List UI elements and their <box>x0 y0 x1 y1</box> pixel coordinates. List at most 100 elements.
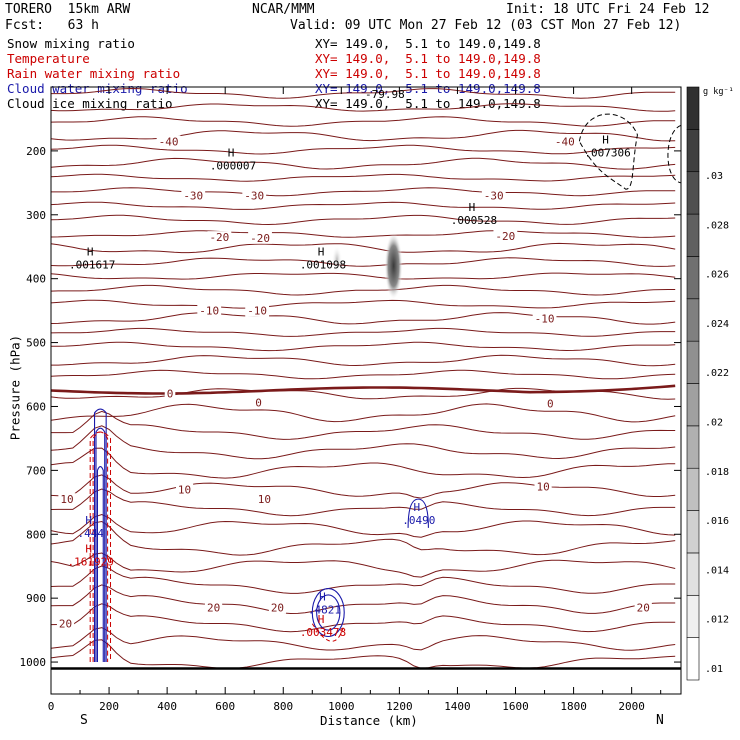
isotherm-label-bg <box>181 189 206 202</box>
legend-xy-temperature: XY= 149.0, 5.1 to 149.0,149.8 <box>315 51 541 66</box>
y-tick-label: 800 <box>26 528 46 541</box>
isotherm-label: 20 <box>637 602 650 615</box>
isotherm-label: -40 <box>555 135 575 148</box>
legend-label-cloud-ice: Cloud ice mixing ratio <box>7 96 173 111</box>
rain-contour <box>92 431 109 663</box>
isotherm-label-bg <box>164 387 176 400</box>
isotherm-line <box>51 284 676 296</box>
maximum-value-label: .000007 <box>210 159 256 172</box>
isotherm-label: 20 <box>59 618 72 631</box>
cloud-water-contour <box>407 498 429 528</box>
maximum-value-label: .003478 <box>300 626 346 639</box>
isotherm-line <box>51 341 676 352</box>
maximum-marker: H <box>228 146 235 159</box>
legend-xy-cloud-ice: XY= 149.0, 5.1 to 149.0,149.8 <box>315 96 541 111</box>
init-time: Init: 18 UTC Fri 24 Feb 12 <box>506 2 710 17</box>
maximum-value-label: .007306 <box>584 147 630 160</box>
isotherm-line <box>51 230 676 238</box>
colorbar-swatch <box>686 637 700 681</box>
isotherm-label: -10 <box>199 305 219 318</box>
x-tick-label: 400 <box>157 700 177 713</box>
maximum-marker: H <box>87 246 94 259</box>
isotherm-line <box>51 272 676 280</box>
x-tick-label: 1000 <box>328 700 355 713</box>
maximum-marker: H <box>85 514 92 527</box>
y-tick-label: 900 <box>26 592 46 605</box>
colorbar-tick-label: .024 <box>705 319 729 330</box>
isotherm-line <box>51 369 676 380</box>
isotherm-line <box>51 584 676 615</box>
colorbar-tick-label: .028 <box>705 220 729 231</box>
isotherm-label: 0 <box>547 397 554 410</box>
colorbar-swatch <box>686 171 700 215</box>
isotherm-label: -40 <box>159 135 179 148</box>
plot-clip-group: -40 -40 -30 -30 -30 -20 -20 -20 -10 -10 -10 0 0 0 10 10… <box>51 87 681 670</box>
colorbar-swatch <box>686 594 700 638</box>
isotherm-label-bg <box>207 231 232 244</box>
zero-isotherm <box>51 384 676 395</box>
x-tick-label: 800 <box>273 700 293 713</box>
isotherm-line <box>51 201 676 210</box>
x-tick-label: 0 <box>48 700 55 713</box>
isotherm-label: 20 <box>271 602 284 615</box>
isotherm-label: -10 <box>247 305 267 318</box>
rain-contour <box>311 623 345 642</box>
legend-xy-rain: XY= 149.0, 5.1 to 149.0,149.8 <box>315 66 541 81</box>
isotherm-line <box>51 639 676 669</box>
colorbar-tick-label: .018 <box>705 467 729 478</box>
cloud-water-contour <box>316 594 341 631</box>
maximum-marker: H <box>318 613 325 626</box>
legend-label-rain: Rain water mixing ratio <box>7 66 181 81</box>
isotherm-line <box>51 214 676 226</box>
isotherm-line <box>51 312 676 325</box>
maximum-marker: H <box>85 543 92 556</box>
isotherm-line <box>51 474 676 499</box>
isotherm-line <box>51 129 676 142</box>
cloud-ice-contour <box>578 113 638 190</box>
colorbar-tick-label: .03 <box>705 171 723 182</box>
isotherm-label-bg <box>534 480 552 493</box>
x-tick-label: 200 <box>99 700 119 713</box>
isotherm-line <box>51 87 676 99</box>
cloud-water-contour <box>311 588 345 638</box>
colorbar-swatch <box>686 86 700 130</box>
isotherm-label: 10 <box>258 493 271 506</box>
isotherm-line <box>51 403 676 423</box>
y-tick-label: 400 <box>26 273 46 286</box>
isotherm-line <box>51 552 676 578</box>
isotherm-label-bg <box>56 617 75 630</box>
plot-area: -40 -40 -30 -30 -30 -20 -20 -20 -10 -10 -10 0 0 0 10 10… <box>20 86 682 713</box>
cloud-water-contour <box>96 466 104 663</box>
y-tick-label: 300 <box>26 209 46 222</box>
maximum-value-label: .001617 <box>69 259 115 272</box>
extremum-value-label: -79.98 <box>365 88 405 101</box>
x-tick-label: 1200 <box>386 700 413 713</box>
isotherm-label-bg <box>634 601 652 614</box>
isotherm-label-bg <box>552 135 577 148</box>
x-axis-title: Distance (km) <box>320 713 418 728</box>
maximum-value-label: .0490 <box>402 514 435 527</box>
isotherm-label: 10 <box>60 493 73 506</box>
isotherm-line <box>51 144 676 155</box>
org-label: NCAR/MMM <box>252 2 315 17</box>
x-left-endpoint: S <box>80 713 88 728</box>
isotherm-line <box>51 565 676 594</box>
isotherm-line <box>51 627 676 651</box>
isotherm-line <box>51 410 676 440</box>
valid-time: Valid: 09 UTC Mon 27 Feb 12 (03 CST Mon … <box>290 18 682 33</box>
maximum-marker: H <box>602 134 609 147</box>
cloud-water-contour <box>95 427 106 663</box>
cloud-water-contour <box>93 408 107 663</box>
colorbar-tick-label: .012 <box>705 615 729 626</box>
colorbar-tick-label: .014 <box>705 565 729 576</box>
cloud-ice-contour <box>667 124 681 184</box>
isotherm-line <box>51 173 676 182</box>
isotherm-line <box>51 447 676 479</box>
maximum-marker: H <box>469 201 476 214</box>
model-title: TORERO 15km ARW <box>5 2 131 17</box>
isotherm-label: -30 <box>183 190 203 203</box>
isotherm-line <box>51 354 676 367</box>
x-tick-label: 1600 <box>502 700 529 713</box>
isotherm-line <box>51 299 676 309</box>
x-tick-label: 2000 <box>618 700 645 713</box>
